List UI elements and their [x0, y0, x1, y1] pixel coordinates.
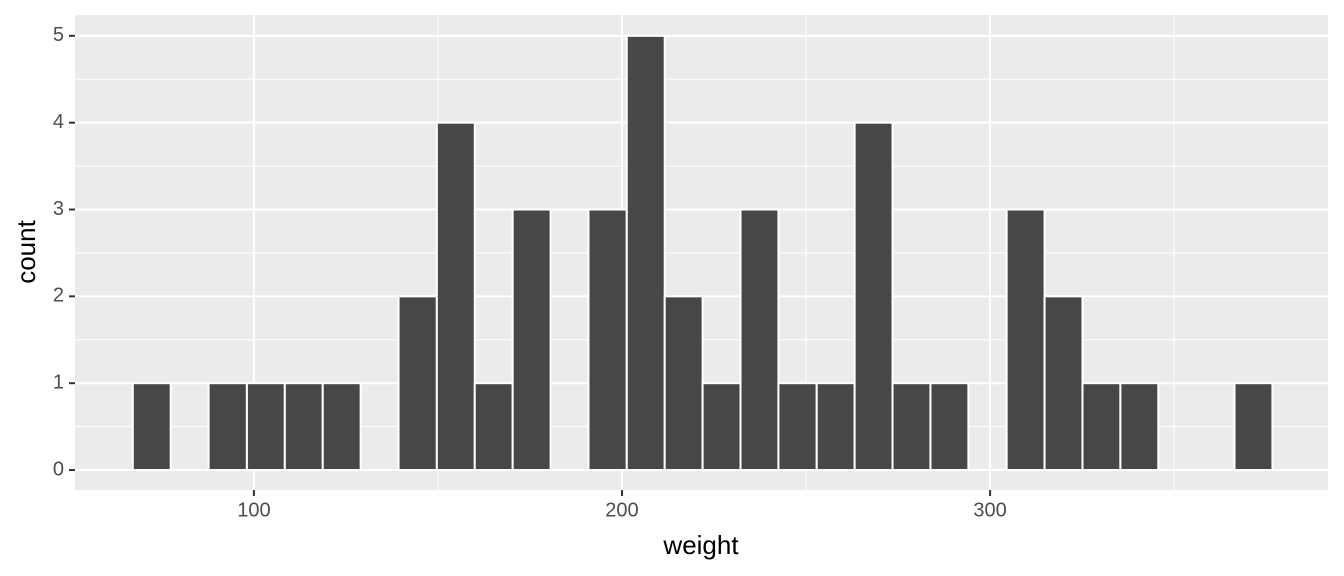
bar [207, 382, 248, 472]
bar [1233, 382, 1274, 472]
x-tick-label: 200 [605, 499, 638, 521]
bar [245, 382, 286, 472]
bar [853, 121, 894, 472]
x-tick-label: 100 [237, 499, 270, 521]
bar [131, 382, 172, 472]
y-axis-title: count [11, 219, 41, 283]
bar [1043, 295, 1084, 472]
y-tick-label: 5 [53, 24, 64, 46]
bar [397, 295, 438, 472]
y-tick-label: 0 [53, 458, 64, 480]
bar [739, 208, 780, 472]
bar [815, 382, 856, 472]
bar [1005, 208, 1046, 472]
bar [663, 295, 704, 472]
bar [283, 382, 324, 472]
bar [435, 121, 476, 472]
y-tick-label: 1 [53, 371, 64, 393]
x-tick-label: 300 [973, 499, 1006, 521]
bar [929, 382, 970, 472]
y-tick-label: 3 [53, 198, 64, 220]
bar [701, 382, 742, 472]
bar [777, 382, 818, 472]
bar [1081, 382, 1122, 472]
bar [511, 208, 552, 472]
y-tick-label: 4 [53, 111, 64, 133]
bar [1119, 382, 1160, 472]
bar [321, 382, 362, 472]
y-tick-label: 2 [53, 285, 64, 307]
bar [625, 34, 666, 472]
bar [587, 208, 628, 472]
x-axis-title: weight [662, 530, 739, 560]
bar [891, 382, 932, 472]
bar [473, 382, 514, 472]
